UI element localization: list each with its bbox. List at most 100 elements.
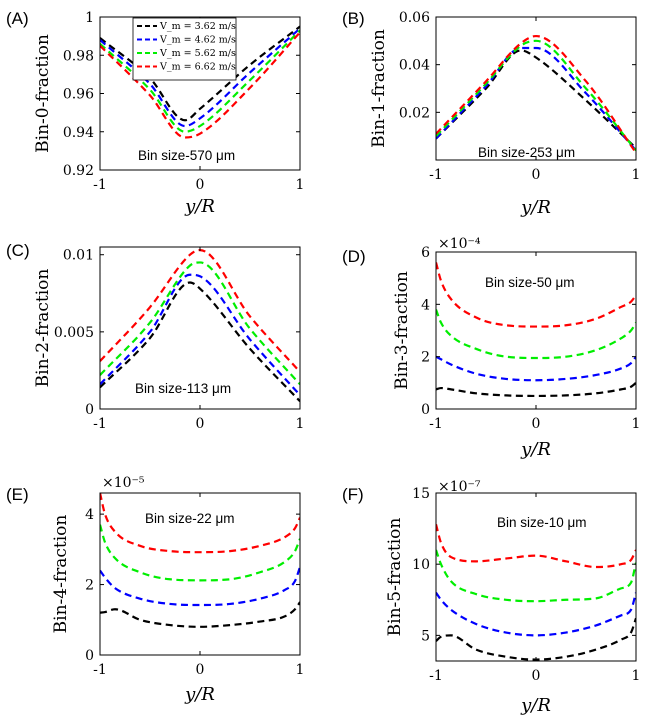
- y-tick-label: 0: [85, 402, 94, 418]
- series-line-1: [436, 592, 636, 637]
- series-line-3: [100, 248, 300, 373]
- y-tick-label: 0.02: [399, 105, 430, 121]
- y-tick-label: 15: [412, 486, 430, 502]
- panel-label: (C): [6, 241, 30, 260]
- y-tick-label: 0.005: [54, 325, 94, 341]
- bin-size-annotation: Bin size-10 μm: [497, 515, 587, 530]
- x-tick-label: 1: [296, 416, 305, 432]
- series-line-0: [100, 601, 300, 628]
- x-tick-label: 0: [196, 177, 205, 193]
- y-tick-label: 0: [85, 648, 94, 664]
- legend-entry-2: V_m = 5.62 m/s: [159, 48, 236, 59]
- y-tick-label: 0.04: [399, 58, 430, 74]
- x-tick-label: 1: [632, 416, 641, 432]
- y-tick-label: 0.92: [63, 163, 94, 179]
- panel-label: (E): [6, 485, 29, 504]
- series-line-2: [436, 549, 636, 603]
- series-line-0: [436, 49, 636, 149]
- axis-multiplier: ×10⁻⁷: [438, 479, 481, 495]
- series-line-1: [100, 566, 300, 607]
- x-tick-label: 1: [296, 177, 305, 193]
- x-tick-label: 1: [296, 662, 305, 678]
- axis-multiplier: ×10⁻⁴: [438, 236, 481, 252]
- x-tick-label: 0: [532, 416, 541, 432]
- y-axis-label: Bin-0-fraction: [33, 34, 53, 153]
- axis-multiplier: ×10⁻⁵: [102, 475, 145, 491]
- series-line-3: [436, 262, 636, 328]
- x-tick-label: 0: [532, 167, 541, 183]
- x-tick-label: -1: [429, 167, 443, 183]
- series-line-3: [100, 493, 300, 554]
- legend: V_m = 3.62 m/s V_m = 4.62 m/s V_m = 5.62 m…: [132, 17, 237, 81]
- y-tick-label: 1: [85, 10, 94, 26]
- series-group: [100, 248, 300, 403]
- y-axis-label: Bin-4-fraction: [51, 515, 71, 634]
- y-tick-label: 0.98: [63, 48, 94, 64]
- y-axis-label: Bin-5-fraction: [385, 518, 405, 637]
- legend-entry-3: V_m = 6.62 m/s: [159, 62, 236, 73]
- series-line-1: [436, 355, 636, 382]
- series-line-1: [436, 46, 636, 152]
- x-tick-label: -1: [93, 662, 107, 678]
- panel-0: -1 0 1 0.92 0.94 0.96 0.98 1 Bin-0-fraction y/R (A…: [6, 9, 304, 217]
- y-tick-label: 0.06: [399, 10, 430, 26]
- panel-label: (B): [342, 9, 365, 28]
- bin-size-annotation: Bin size-570 μm: [138, 148, 235, 163]
- x-tick-label: 1: [632, 167, 641, 183]
- series-line-0: [436, 381, 636, 398]
- x-axis-label: y/R: [184, 196, 215, 217]
- x-tick-label: 0: [196, 416, 205, 432]
- axes-box: [435, 16, 637, 161]
- y-tick-label: 10: [412, 557, 430, 573]
- series-line-3: [100, 31, 300, 139]
- x-tick-label: -1: [429, 416, 443, 432]
- series-line-2: [100, 29, 300, 133]
- bin-size-annotation: Bin size-253 μm: [478, 145, 575, 160]
- panel-label: (D): [342, 247, 366, 266]
- x-tick-label: -1: [93, 416, 107, 432]
- x-tick-label: -1: [429, 668, 443, 684]
- series-line-1: [100, 273, 300, 396]
- y-tick-label: 4: [85, 507, 94, 523]
- series-group: [436, 524, 636, 661]
- x-tick-label: 0: [196, 662, 205, 678]
- bin-size-annotation: Bin size-113 μm: [135, 381, 231, 396]
- series-group: [436, 262, 636, 398]
- x-axis-label: y/R: [520, 197, 551, 218]
- series-line-2: [436, 309, 636, 360]
- panel-label: (A): [6, 9, 29, 28]
- y-tick-label: 2: [421, 350, 430, 366]
- x-tick-label: -1: [93, 177, 107, 193]
- y-tick-label: 4: [421, 297, 430, 313]
- y-axis-label: Bin-1-fraction: [369, 29, 389, 148]
- series-line-2: [436, 39, 636, 152]
- x-axis-label: y/R: [520, 439, 551, 460]
- panel-label: (F): [342, 485, 364, 504]
- y-tick-label: 6: [421, 245, 430, 261]
- y-tick-label: 0.01: [63, 248, 94, 264]
- series-group: [100, 493, 300, 628]
- series-line-3: [436, 34, 636, 154]
- x-tick-label: 1: [632, 668, 641, 684]
- series-line-0: [100, 281, 300, 403]
- y-tick-label: 0: [421, 402, 430, 418]
- series-line-2: [100, 524, 300, 582]
- y-tick-label: 0.96: [63, 87, 94, 103]
- legend-entry-0: V_m = 3.62 m/s: [159, 21, 236, 32]
- series-line-2: [100, 261, 300, 386]
- legend-box: [132, 17, 237, 81]
- panel-1: -1 0 1 0.02 0.04 0.06 Bin-1-fraction y/R (B) Bin …: [342, 9, 640, 218]
- bin-size-annotation: Bin size-22 μm: [145, 511, 235, 526]
- legend-entry-1: V_m = 4.62 m/s: [159, 35, 236, 46]
- y-axis-label: Bin-3-fraction: [392, 271, 412, 390]
- y-tick-label: 0.94: [63, 125, 94, 141]
- series-group: [436, 34, 636, 154]
- x-tick-label: 0: [532, 668, 541, 684]
- y-axis-label: Bin-2-fraction: [33, 269, 53, 388]
- series-line-0: [436, 617, 636, 661]
- x-axis-label: y/R: [520, 695, 551, 716]
